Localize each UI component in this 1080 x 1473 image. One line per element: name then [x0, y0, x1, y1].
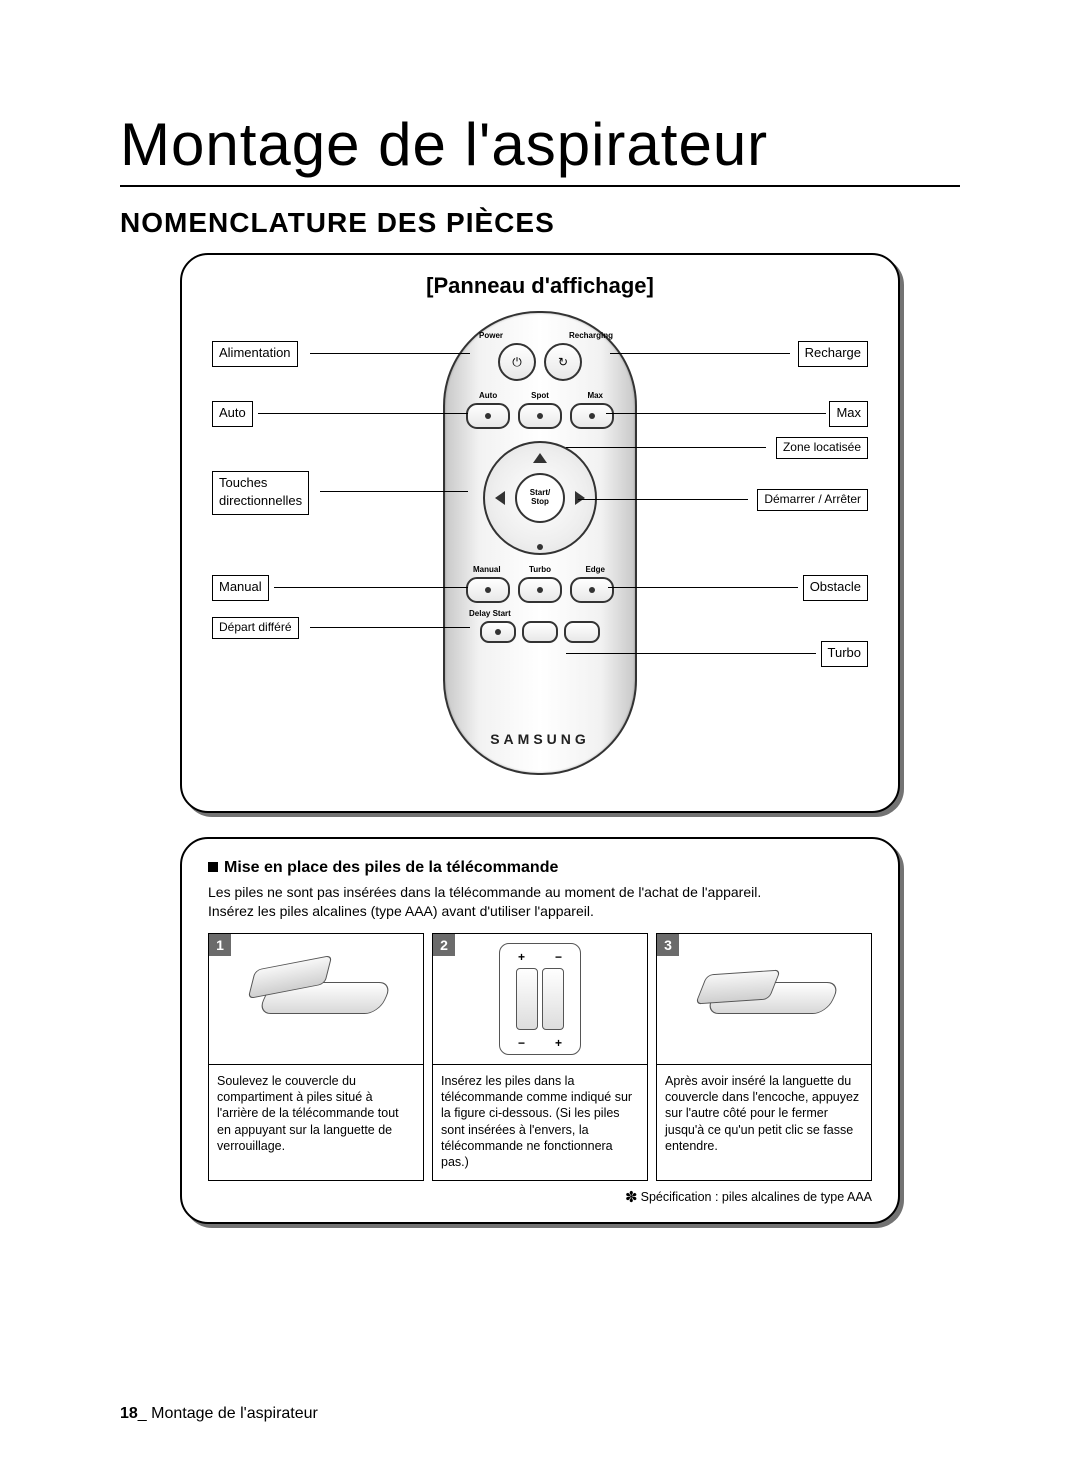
battery-heading: Mise en place des piles de la télécomman… — [208, 859, 872, 877]
footer-text: Montage de l'aspirateur — [151, 1405, 318, 1422]
callout-manual: Manual — [212, 575, 269, 601]
callout-recharge: Recharge — [798, 341, 868, 367]
recharge-icon: ↻ — [558, 355, 568, 369]
remote-control-diagram: Power Recharging ⏻ ↻ Auto Spot Max — [443, 311, 637, 775]
callout-alimentation: Alimentation — [212, 341, 298, 367]
manual-page: Montage de l'aspirateur NOMENCLATURE DES… — [0, 0, 1080, 1473]
step-1-illustration — [209, 934, 423, 1064]
step-3-illustration — [657, 934, 871, 1064]
remote-btn-spot — [518, 403, 562, 429]
callout-demarrer-arreter: Démarrer / Arrêter — [757, 489, 868, 511]
remote-dpad: Start/ Stop — [483, 441, 597, 555]
power-icon: ⏻ — [512, 355, 522, 370]
remote-label-turbo: Turbo — [529, 565, 551, 574]
remote-btn-auto — [466, 403, 510, 429]
lead-line — [274, 587, 468, 588]
callout-turbo: Turbo — [821, 641, 868, 667]
battery-spec-note-text: Spécification : piles alcalines de type … — [641, 1190, 872, 1204]
remote-label-delay-start: Delay Start — [469, 609, 511, 618]
callout-auto: Auto — [212, 401, 253, 427]
battery-heading-text: Mise en place des piles de la télécomman… — [224, 859, 558, 876]
remote-label-edge: Edge — [585, 565, 605, 574]
asterisk-icon: ✽ — [625, 1188, 638, 1206]
battery-intro: Les piles ne sont pas insérées dans la t… — [208, 883, 872, 921]
callout-touches-dir-l2: directionnelles — [219, 492, 302, 510]
battery-intro-l1: Les piles ne sont pas insérées dans la t… — [208, 884, 761, 900]
start-stop-label-2: Stop — [531, 498, 549, 507]
step-1-caption: Soulevez le couvercle du compartiment à … — [209, 1064, 423, 1164]
remote-btn-blank-2 — [564, 621, 600, 643]
page-footer: 18_ Montage de l'aspirateur — [120, 1405, 318, 1423]
bullet-square-icon — [208, 862, 218, 872]
callout-touches-dir: Touches directionnelles — [212, 471, 309, 515]
section-title: NOMENCLATURE DES PIÈCES — [120, 207, 960, 239]
lead-line — [566, 653, 816, 654]
step-2-caption: Insérez les piles dans la télécommande c… — [433, 1064, 647, 1181]
remote-btn-start-stop: Start/ Stop — [515, 473, 565, 523]
display-panel-title: [Panneau d'affichage] — [212, 273, 868, 299]
battery-intro-l2: Insérez les piles alcalines (type AAA) a… — [208, 903, 594, 919]
step-1: 1 Soulevez le couvercle du compartiment … — [208, 933, 424, 1182]
footer-sep: _ — [138, 1405, 147, 1422]
remote-label-auto: Auto — [479, 391, 497, 400]
step-3: 3 Après avoir inséré la languette du cou… — [656, 933, 872, 1182]
lead-line — [566, 447, 766, 448]
remote-label-max: Max — [587, 391, 603, 400]
step-3-caption: Après avoir inséré la languette du couve… — [657, 1064, 871, 1164]
callout-obstacle: Obstacle — [803, 575, 868, 601]
lead-line — [310, 353, 470, 354]
lead-line — [606, 413, 826, 414]
page-main-title: Montage de l'aspirateur — [120, 110, 960, 187]
remote-label-recharging: Recharging — [569, 331, 613, 340]
remote-btn-power: ⏻ — [498, 343, 536, 381]
remote-label-spot: Spot — [531, 391, 549, 400]
lead-line — [310, 627, 470, 628]
dpad-down-icon — [537, 544, 543, 550]
remote-btn-manual — [466, 577, 510, 603]
remote-btn-blank-1 — [522, 621, 558, 643]
battery-spec-note: ✽Spécification : piles alcalines de type… — [208, 1189, 872, 1204]
callout-touches-dir-l1: Touches — [219, 474, 302, 492]
remote-btn-delay-start — [480, 621, 516, 643]
remote-label-manual: Manual — [473, 565, 501, 574]
remote-btn-max — [570, 403, 614, 429]
remote-brand-logo: SAMSUNG — [445, 731, 635, 747]
remote-btn-edge — [570, 577, 614, 603]
remote-btn-recharging: ↻ — [544, 343, 582, 381]
display-panel: [Panneau d'affichage] Power Recharging ⏻… — [180, 253, 900, 813]
remote-label-power: Power — [479, 331, 503, 340]
lead-line — [608, 587, 798, 588]
lead-line — [258, 413, 468, 414]
callout-depart-differe: Départ différé — [212, 617, 299, 639]
battery-steps: 1 Soulevez le couvercle du compartiment … — [208, 933, 872, 1182]
callout-max: Max — [829, 401, 868, 427]
battery-panel: Mise en place des piles de la télécomman… — [180, 837, 900, 1224]
lead-line — [610, 353, 790, 354]
dpad-right-icon — [575, 491, 585, 505]
page-number: 18 — [120, 1405, 138, 1422]
step-3-num: 3 — [657, 934, 679, 956]
step-2: 2 + − − + Insérez les piles dans la télé… — [432, 933, 648, 1182]
callout-zone-localisee: Zone locatisée — [776, 437, 868, 459]
lead-line — [578, 499, 748, 500]
step-2-num: 2 — [433, 934, 455, 956]
step-1-num: 1 — [209, 934, 231, 956]
step-2-illustration: + − − + — [433, 934, 647, 1064]
remote-btn-turbo — [518, 577, 562, 603]
dpad-left-icon — [495, 491, 505, 505]
dpad-up-icon — [533, 453, 547, 463]
lead-line — [320, 491, 468, 492]
